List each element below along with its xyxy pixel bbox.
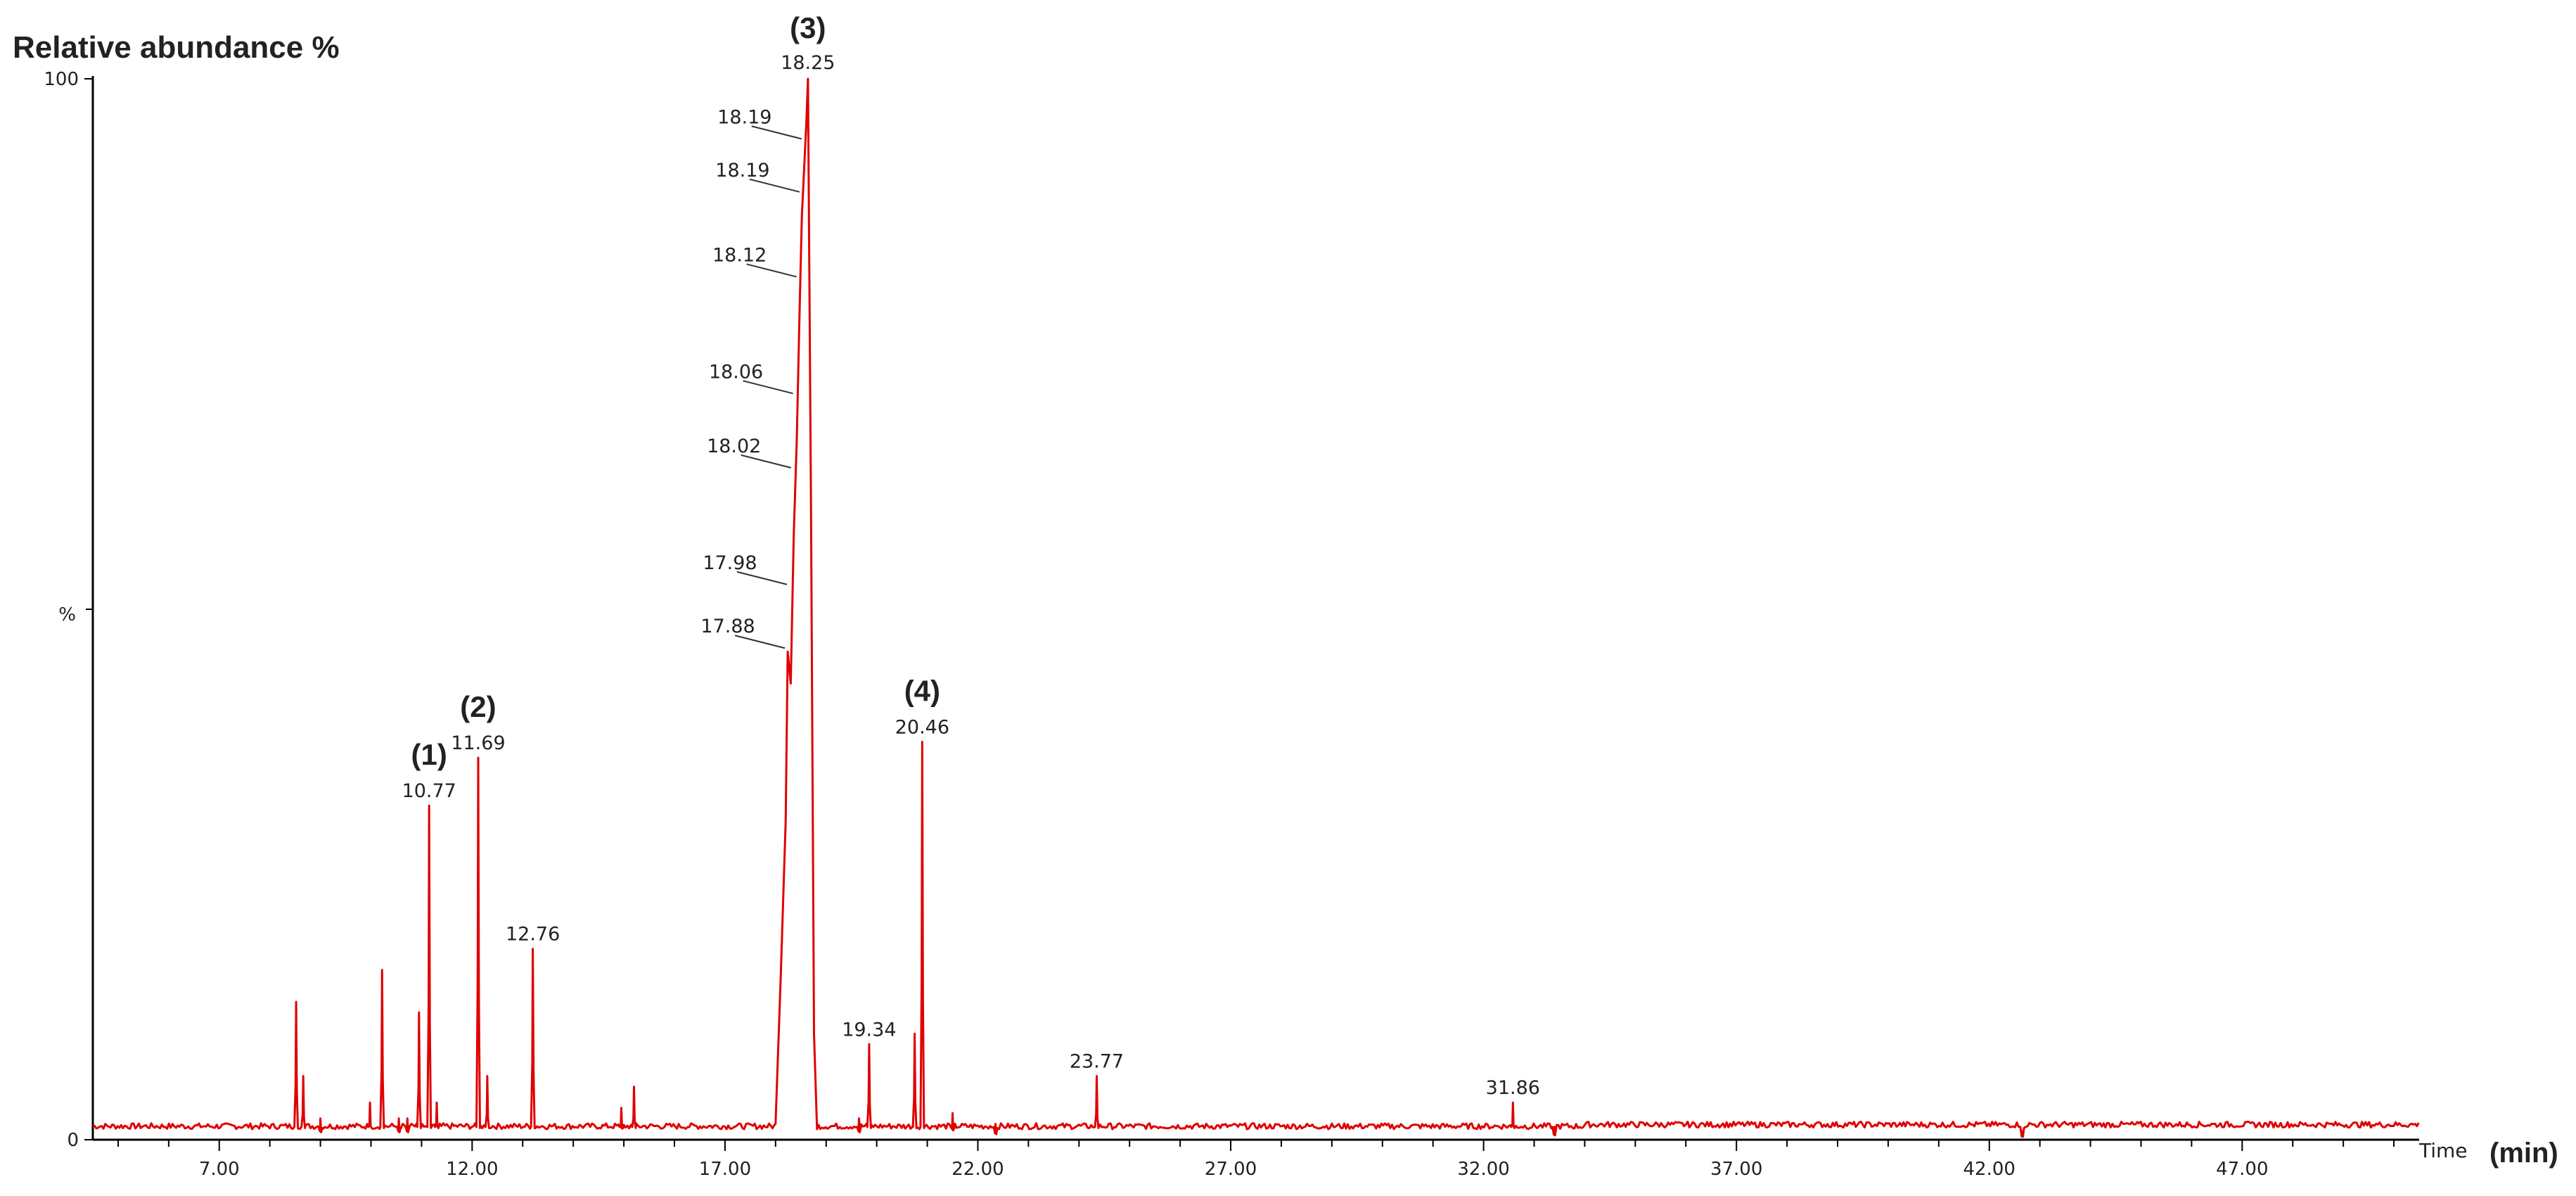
peak-label: 20.46 [895, 717, 949, 739]
peak-leader-line [736, 571, 788, 585]
peak-label: 17.88 [700, 616, 755, 637]
axes: 7.00 12.00 17.00 22.00 27.00 32.00 37.00 42.00 4… [44, 69, 2419, 1180]
x-tick-label: 12.00 [446, 1159, 498, 1180]
peak-leader-line [751, 125, 802, 140]
series-line [92, 77, 2420, 1138]
peak-leader-line [749, 178, 800, 193]
peak-annotation: (3) [790, 11, 826, 44]
x-axis-title: Time [2418, 1139, 2468, 1162]
x-axis-unit: (min) [2490, 1138, 2558, 1169]
peak-annotation: (1) [411, 738, 447, 771]
peak-label: 18.19 [717, 106, 771, 128]
peak-label: 11.69 [451, 732, 505, 754]
peak-labels: 10.77 (1) 11.69 (2) 12.76 19.34 20.46 (4) 23.77 3… [402, 11, 1540, 1099]
x-tick-label: 17.00 [699, 1159, 751, 1180]
peak-label: 18.06 [709, 361, 763, 383]
peak-leader-line [743, 380, 793, 395]
x-tick-label: 47.00 [2216, 1159, 2268, 1180]
peak-label: 23.77 [1070, 1051, 1124, 1073]
peak-leader-line [741, 454, 791, 469]
peak-label: 18.12 [712, 244, 767, 266]
y-tick-label: 100 [44, 69, 79, 90]
peak-label: 12.76 [506, 924, 560, 946]
peak-label: 18.25 [781, 52, 835, 74]
peak-leader-line [734, 635, 786, 649]
peak-annotation: (2) [460, 690, 496, 723]
x-tick-label: 37.00 [1710, 1159, 1762, 1180]
y-axis-mid-label: % [58, 604, 76, 625]
peak-annotation: (4) [904, 675, 940, 708]
peak-label: 31.86 [1486, 1077, 1540, 1099]
peak-label: 18.02 [707, 435, 761, 457]
x-tick-label: 42.00 [1963, 1159, 2016, 1180]
x-tick-label: 7.00 [199, 1159, 240, 1180]
y-tick-label: 0 [67, 1130, 79, 1151]
x-tick-label: 22.00 [951, 1159, 1004, 1180]
plot-area [92, 77, 2420, 1138]
peak-label: 17.98 [703, 552, 757, 574]
x-tick-label: 27.00 [1205, 1159, 1257, 1180]
peak-label: 10.77 [402, 780, 456, 802]
peak-label: 18.19 [715, 160, 769, 182]
peak-leader-line [746, 263, 797, 278]
x-tick-label: 32.00 [1457, 1159, 1509, 1180]
y-axis-title: Relative abundance % [13, 30, 340, 65]
peak-label: 19.34 [842, 1019, 896, 1041]
